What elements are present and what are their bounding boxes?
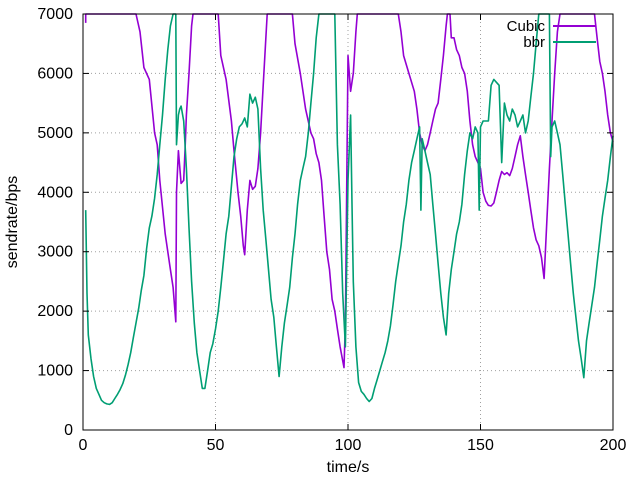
x-axis-label: time/s <box>327 459 370 476</box>
legend-label: bbr <box>523 34 545 51</box>
y-tick-label: 0 <box>64 422 73 439</box>
series-line-bbr <box>84 13 614 406</box>
x-tick-label: 100 <box>335 437 362 454</box>
x-tick-label: 200 <box>600 437 627 454</box>
y-tick-label: 4000 <box>37 184 73 201</box>
axis-ticks: 0 50 100 150 2000100020003000400050006000700… <box>37 6 626 454</box>
x-tick-label: 0 <box>79 437 88 454</box>
y-tick-label: 1000 <box>37 363 73 380</box>
y-tick-label: 5000 <box>37 125 73 142</box>
y-tick-label: 6000 <box>37 65 73 82</box>
legend-label: Cubic <box>507 18 546 35</box>
y-tick-label: 2000 <box>37 303 73 320</box>
x-tick-label: 150 <box>467 437 494 454</box>
series-lines <box>84 13 614 406</box>
y-tick-label: 3000 <box>37 244 73 261</box>
y-axis-label: sendrate/bps <box>4 176 21 269</box>
x-tick-label: 50 <box>207 437 225 454</box>
y-tick-label: 7000 <box>37 6 73 23</box>
